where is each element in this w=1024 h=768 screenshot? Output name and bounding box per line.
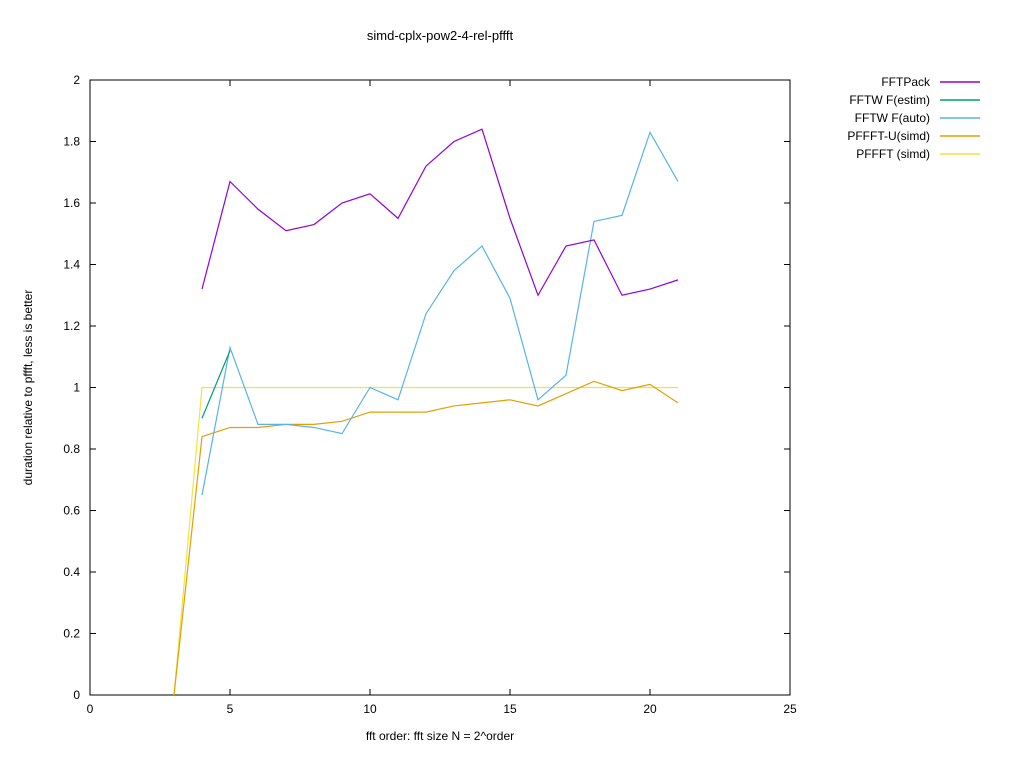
y-tick-label: 1.8 [63,135,80,149]
chart-title: simd-cplx-pow2-4-rel-pffft [367,28,514,43]
y-tick-label: 0.4 [63,565,80,579]
y-tick-label: 1 [73,381,80,395]
x-tick-label: 20 [643,702,657,716]
y-tick-label: 0.6 [63,504,80,518]
line-chart: 0 5 10 15 20 25 0 0.2 0.4 0.6 0.8 1 1.2 1.4 1.6 1.8 2 sim… [0,0,1024,768]
y-tick-label: 1.4 [63,258,80,272]
y-tick-label: 0.8 [63,442,80,456]
y-tick-label: 2 [73,73,80,87]
y-tick-label: 1.6 [63,196,80,210]
legend-label-pffft: PFFFT (simd) [856,147,930,161]
legend-label-fftw_estim: FFTW F(estim) [849,93,930,107]
legend-label-pffft_u: PFFFT-U(simd) [847,129,930,143]
x-tick-label: 15 [503,702,517,716]
legend-label-fftpack: FFTPack [881,75,931,89]
chart-container: 0 5 10 15 20 25 0 0.2 0.4 0.6 0.8 1 1.2 1.4 1.6 1.8 2 sim… [0,0,1024,768]
x-tick-label: 0 [87,702,94,716]
y-axis-label: duration relative to pffft, less is bett… [21,290,35,486]
x-tick-label: 5 [227,702,234,716]
y-tick-label: 1.2 [63,319,80,333]
x-axis-label: fft order: fft size N = 2^order [366,729,514,743]
legend-label-fftw_auto: FFTW F(auto) [855,111,930,125]
x-tick-label: 25 [783,702,797,716]
y-tick-label: 0 [73,688,80,702]
y-tick-label: 0.2 [63,627,80,641]
x-tick-label: 10 [363,702,377,716]
